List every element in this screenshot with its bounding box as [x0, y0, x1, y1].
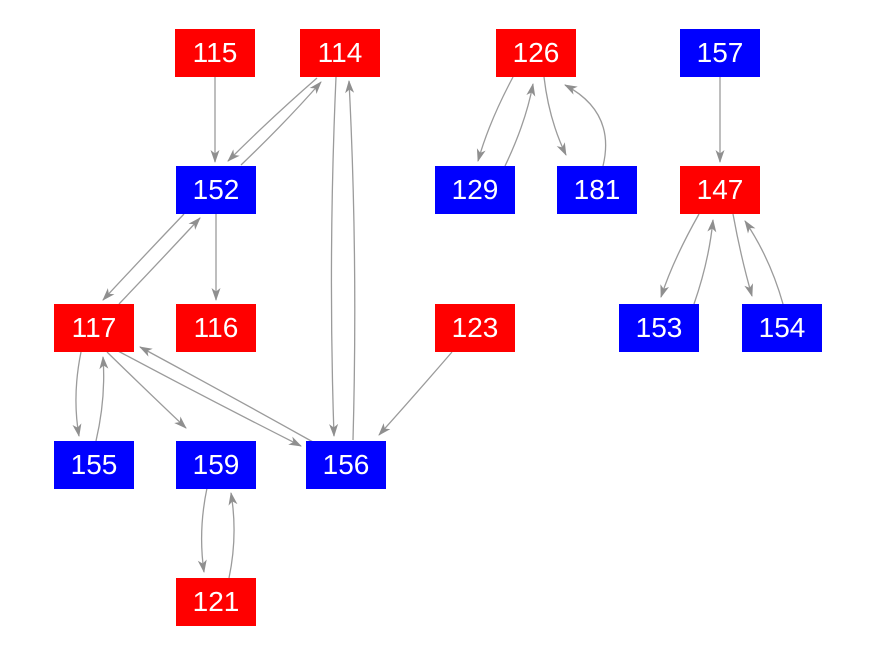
node-label: 155 [70, 449, 118, 480]
node-114: 114 [300, 29, 380, 77]
node-label: 154 [758, 312, 806, 343]
edge-159-to-121 [197, 487, 208, 573]
node-label: 115 [192, 37, 238, 68]
node-label: 147 [696, 174, 744, 205]
edge-181-to-126 [564, 84, 607, 167]
edge-126-to-181 [543, 76, 567, 156]
node-157: 157 [680, 29, 760, 77]
edge-117-to-159 [106, 351, 187, 429]
edge-126-to-129 [476, 76, 514, 162]
edge-155-to-117 [95, 356, 109, 442]
node-115: 115 [175, 29, 255, 77]
node-label: 126 [512, 37, 560, 68]
node-181: 181 [557, 166, 637, 214]
edge-group [72, 76, 784, 579]
edge-152-to-114 [240, 81, 322, 166]
node-label: 159 [192, 449, 240, 480]
node-label: 121 [192, 586, 240, 617]
edge-152-to-117 [102, 213, 185, 301]
node-155: 155 [54, 441, 134, 489]
node-147: 147 [680, 166, 760, 214]
edge-117-to-156 [117, 350, 302, 447]
node-label: 157 [696, 37, 744, 68]
edge-147-to-153 [660, 213, 700, 298]
edge-156-to-117 [139, 346, 314, 443]
node-label: 156 [322, 449, 370, 480]
edge-129-to-126 [504, 83, 536, 167]
node-label: 116 [193, 312, 239, 343]
node-129: 129 [435, 166, 515, 214]
node-152: 152 [176, 166, 256, 214]
edge-117-to-152 [118, 217, 201, 305]
node-153: 153 [619, 304, 699, 352]
edge-114-to-152 [227, 77, 318, 162]
node-117: 117 [54, 304, 134, 352]
edge-154-to-147 [744, 220, 784, 305]
edge-156-to-114 [345, 80, 356, 441]
node-116: 116 [176, 304, 256, 352]
node-126: 126 [496, 29, 576, 77]
node-label: 153 [635, 312, 683, 343]
node-label: 114 [317, 37, 363, 68]
node-123: 123 [435, 304, 515, 352]
node-label: 123 [451, 312, 499, 343]
edge-153-to-147 [693, 219, 717, 305]
edge-114-to-156 [329, 76, 339, 437]
edge-121-to-159 [228, 492, 238, 579]
node-121: 121 [176, 578, 256, 626]
node-label: 117 [71, 312, 117, 343]
node-156: 156 [306, 441, 386, 489]
edge-117-to-155 [72, 351, 82, 437]
node-159: 159 [176, 441, 256, 489]
edge-123-to-156 [378, 351, 453, 436]
edge-147-to-154 [732, 213, 753, 297]
node-label: 181 [573, 174, 621, 205]
node-label: 152 [192, 174, 240, 205]
node-154: 154 [742, 304, 822, 352]
node-label: 129 [451, 174, 499, 205]
